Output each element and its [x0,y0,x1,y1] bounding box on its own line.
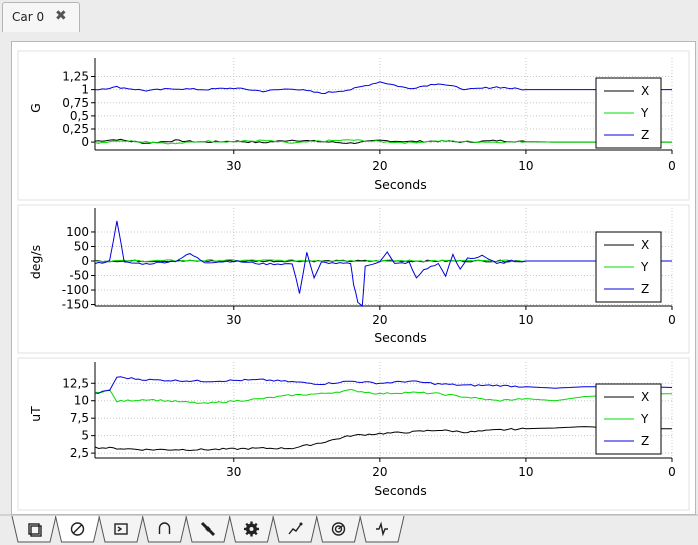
gear-icon [244,521,259,537]
y-tick-label: -50 [69,269,89,283]
y-tick-label: 0,5 [70,109,89,123]
series-y-line [94,139,672,145]
path-icon [288,522,303,535]
y-tick-label: -150 [62,298,89,312]
x-axis-label: Seconds [374,177,427,192]
bottom-tabs [0,514,698,543]
legend-label-y: Y [640,106,649,120]
series-x-line [94,426,672,452]
bottom-tab-3[interactable] [98,515,144,543]
x-tick-label: 30 [226,313,241,327]
window-icon [28,523,42,537]
bottom-tab-9[interactable] [359,515,405,543]
y-tick-label: 2,5 [70,446,89,460]
x-axis-label: Seconds [374,483,427,498]
x-tick-label: 20 [372,465,387,479]
chart-frame [17,50,690,201]
chart-frame [17,357,690,511]
radar-icon [331,522,346,536]
x-tick-label: 0 [668,465,676,479]
tab-title: Car 0 [12,10,45,24]
x-tick-label: 10 [518,313,533,327]
y-tick-label: 0 [81,254,89,268]
bottom-tab-8[interactable] [316,515,361,543]
bottom-tab-1[interactable] [11,515,57,543]
legend: XYZ [595,77,662,149]
legend-label-z: Z [641,282,649,296]
legend-label-x: X [641,84,649,98]
legend-label-y: Y [640,260,649,274]
y-tick-label: 10 [74,394,89,408]
y-tick-label: -100 [62,283,89,297]
x-tick-label: 10 [518,159,533,173]
x-tick-label: 0 [668,313,676,327]
x-tick-label: 20 [372,159,387,173]
y-tick-label: 7,5 [70,411,89,425]
y-tick-label: 12,5 [62,376,89,390]
chart-frame [17,204,690,354]
terminal-icon [114,523,128,535]
plots-panel: 30 20 10 0 0 0,25 0,5 0,75 1 1,25 Seconds G X Y Z 30 20 1… [11,41,696,515]
y-tick-label: 5 [81,429,89,443]
y-axis-label: uT [28,406,43,422]
satellite-icon [200,521,216,537]
y-tick-label: 0 [81,135,89,149]
no-symbol-icon [70,522,85,536]
y-tick-label: 1 [81,83,89,97]
series-z-line [94,376,673,394]
x-tick-label: 0 [668,159,676,173]
series-z-line [94,81,672,95]
tab-bar: Car 0 ✖ [0,0,698,32]
close-icon[interactable]: ✖ [55,8,67,24]
y-axis-label: G [28,103,43,113]
bottom-tab-5[interactable] [185,515,231,543]
signal-icon [376,521,388,537]
bottom-tab-6[interactable] [229,515,274,543]
chart-3: 30 20 10 0 2,5 5 7,5 10 12,5 Seconds uT XYZ [17,357,690,511]
legend-label-z: Z [641,434,649,448]
y-tick-label: 1,25 [62,70,89,84]
x-tick-label: 30 [226,159,241,173]
bottom-tab-bar [0,513,698,545]
y-tick-label: 50 [74,239,89,253]
bottom-tab-2[interactable] [55,515,100,543]
series-y-line [94,388,672,404]
bottom-tab-7[interactable] [272,515,318,543]
x-tick-label: 10 [518,465,533,479]
legend: XYZ [595,231,662,303]
legend-label-z: Z [641,128,649,142]
tab-car-0[interactable]: Car 0 ✖ [2,2,80,32]
y-axis-label: deg/s [28,245,43,279]
legend-label-x: X [641,238,649,252]
x-tick-label: 30 [226,465,241,479]
y-tick-label: 0,75 [62,96,89,110]
x-tick-label: 20 [372,313,387,327]
y-tick-label: 100 [66,225,89,239]
y-tick-label: 0,25 [62,122,89,136]
magnet-icon [158,522,171,534]
legend-label-x: X [641,390,649,404]
legend-label-y: Y [640,412,649,426]
x-axis-label: Seconds [374,330,427,345]
legend: XYZ [595,383,662,455]
series-z-line [94,220,672,307]
bottom-tab-4[interactable] [142,515,187,543]
